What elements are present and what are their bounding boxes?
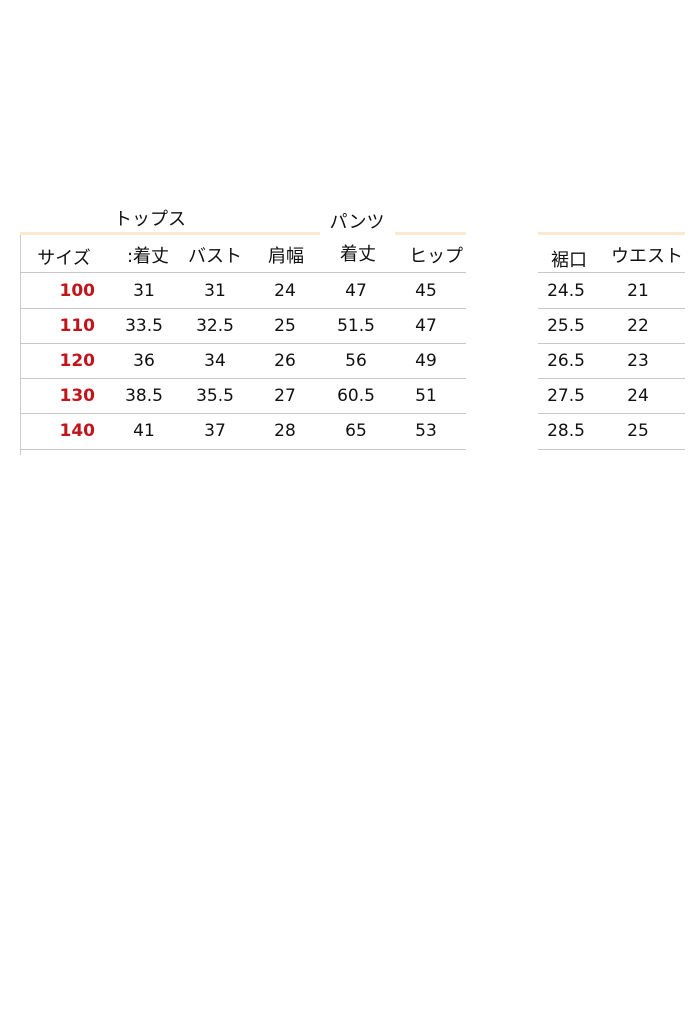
header-hem: 裾口 [551,250,587,271]
cell-size: 100 [59,281,96,301]
cell-tops-length: 33.5 [125,316,163,336]
cell-hip: 45 [415,281,437,301]
cell-pants-length: 60.5 [337,386,375,406]
header-waist: ウエスト [611,246,683,267]
table-border [20,235,21,455]
cell-waist: 25 [627,421,649,441]
cell-waist: 21 [627,281,649,301]
cell-pants-length: 51.5 [337,316,375,336]
cell-waist: 24 [627,386,649,406]
cell-bust: 37 [204,421,226,441]
cell-shoulder: 25 [274,316,296,336]
row-divider [538,378,685,379]
cell-size: 120 [59,351,96,371]
row-divider [20,378,466,379]
header-tops-length: :着丈 [126,246,170,267]
cell-tops-length: 38.5 [125,386,163,406]
header-strip [538,232,685,235]
cell-bust: 31 [204,281,226,301]
header-pants-length: 着丈 [340,244,376,265]
row-divider [538,272,685,273]
cell-hem: 28.5 [547,421,585,441]
cell-hip: 47 [415,316,437,336]
row-divider [20,449,466,450]
cell-tops-length: 31 [133,281,155,301]
cell-bust: 34 [204,351,226,371]
cell-hip: 49 [415,351,437,371]
row-divider [538,449,685,450]
cell-shoulder: 24 [274,281,296,301]
cell-shoulder: 26 [274,351,296,371]
cell-pants-length: 65 [345,421,367,441]
cell-hem: 26.5 [547,351,585,371]
header-hip: ヒップ [409,246,463,267]
cell-tops-length: 41 [133,421,155,441]
header-strip [395,232,466,235]
section-title-tops: トップス [114,209,186,230]
section-title-pants: パンツ [329,212,385,233]
cell-waist: 22 [627,316,649,336]
cell-bust: 32.5 [196,316,234,336]
row-divider [538,308,685,309]
cell-hip: 51 [415,386,437,406]
row-divider [20,308,466,309]
cell-pants-length: 56 [345,351,367,371]
cell-pants-length: 47 [345,281,367,301]
cell-hem: 24.5 [547,281,585,301]
row-divider [538,343,685,344]
row-divider [538,413,685,414]
row-divider [20,413,466,414]
cell-shoulder: 27 [274,386,296,406]
row-divider [20,343,466,344]
cell-hip: 53 [415,421,437,441]
cell-size: 110 [59,316,96,336]
header-size: サイズ [37,248,91,269]
header-bust: バスト [188,246,242,267]
cell-bust: 35.5 [196,386,234,406]
row-divider [20,272,466,273]
cell-size: 140 [59,421,96,441]
cell-waist: 23 [627,351,649,371]
cell-hem: 27.5 [547,386,585,406]
cell-size: 130 [59,386,96,406]
header-strip [20,232,320,235]
cell-shoulder: 28 [274,421,296,441]
cell-tops-length: 36 [133,351,155,371]
cell-hem: 25.5 [547,316,585,336]
header-shoulder: 肩幅 [268,246,304,267]
